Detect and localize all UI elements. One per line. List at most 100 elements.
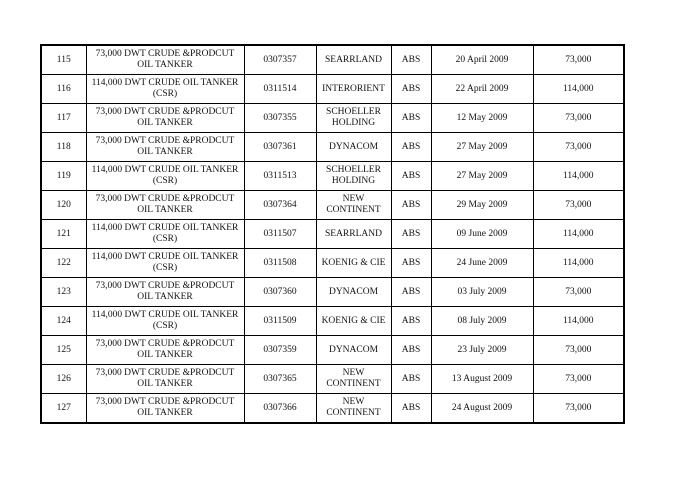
- cell-dwt: 114,000: [532, 306, 625, 336]
- cell-row-number: 121: [40, 219, 87, 249]
- cell-hull-number: 0311514: [243, 74, 317, 104]
- cell-hull-number: 0311507: [243, 219, 317, 249]
- cell-vessel-description: 73,000 DWT CRUDE &PRODCUT OIL TANKER: [85, 364, 245, 394]
- cell-dwt: 73,000: [532, 132, 625, 162]
- cell-vessel-description: 73,000 DWT CRUDE &PRODCUT OIL TANKER: [85, 44, 245, 75]
- cell-delivery-date: 24 August 2009: [430, 393, 534, 424]
- table-row: 126 73,000 DWT CRUDE &PRODCUT OIL TANKER…: [40, 364, 625, 394]
- cell-class-society: ABS: [390, 219, 432, 249]
- cell-vessel-description: 114,000 DWT CRUDE OIL TANKER (CSR): [85, 248, 245, 278]
- cell-class-society: ABS: [390, 306, 432, 336]
- cell-owner: DYNACOM: [315, 335, 392, 365]
- cell-delivery-date: 03 July 2009: [430, 277, 534, 307]
- cell-owner: KOENIG & CIE: [315, 248, 392, 278]
- cell-hull-number: 0307364: [243, 190, 317, 220]
- cell-vessel-description: 114,000 DWT CRUDE OIL TANKER (CSR): [85, 161, 245, 191]
- cell-hull-number: 0307366: [243, 393, 317, 424]
- cell-class-society: ABS: [390, 335, 432, 365]
- cell-vessel-description: 114,000 DWT CRUDE OIL TANKER (CSR): [85, 74, 245, 104]
- cell-vessel-description: 73,000 DWT CRUDE &PRODCUT OIL TANKER: [85, 393, 245, 424]
- cell-row-number: 115: [40, 44, 87, 75]
- cell-owner: INTERORIENT: [315, 74, 392, 104]
- cell-owner: KOENIG & CIE: [315, 306, 392, 336]
- cell-hull-number: 0307360: [243, 277, 317, 307]
- cell-dwt: 73,000: [532, 103, 625, 133]
- cell-delivery-date: 29 May 2009: [430, 190, 534, 220]
- cell-class-society: ABS: [390, 364, 432, 394]
- cell-owner: NEW CONTINENT: [315, 364, 392, 394]
- cell-owner: SCHOELLER HOLDING: [315, 161, 392, 191]
- cell-hull-number: 0307357: [243, 44, 317, 75]
- cell-class-society: ABS: [390, 161, 432, 191]
- cell-delivery-date: 08 July 2009: [430, 306, 534, 336]
- cell-owner: DYNACOM: [315, 277, 392, 307]
- cell-owner: NEW CONTINENT: [315, 393, 392, 424]
- cell-delivery-date: 09 June 2009: [430, 219, 534, 249]
- cell-vessel-description: 73,000 DWT CRUDE &PRODCUT OIL TANKER: [85, 335, 245, 365]
- cell-class-society: ABS: [390, 132, 432, 162]
- cell-vessel-description: 73,000 DWT CRUDE &PRODCUT OIL TANKER: [85, 190, 245, 220]
- cell-vessel-description: 73,000 DWT CRUDE &PRODCUT OIL TANKER: [85, 277, 245, 307]
- cell-hull-number: 0307355: [243, 103, 317, 133]
- cell-class-society: ABS: [390, 74, 432, 104]
- cell-row-number: 126: [40, 364, 87, 394]
- cell-dwt: 73,000: [532, 364, 625, 394]
- cell-vessel-description: 114,000 DWT CRUDE OIL TANKER (CSR): [85, 219, 245, 249]
- cell-dwt: 73,000: [532, 335, 625, 365]
- cell-row-number: 122: [40, 248, 87, 278]
- cell-hull-number: 0307359: [243, 335, 317, 365]
- table-row: 122 114,000 DWT CRUDE OIL TANKER (CSR) 0…: [40, 248, 625, 278]
- cell-dwt: 114,000: [532, 248, 625, 278]
- cell-hull-number: 0307361: [243, 132, 317, 162]
- ship-delivery-table: 115 73,000 DWT CRUDE &PRODCUT OIL TANKER…: [40, 44, 625, 424]
- cell-delivery-date: 24 June 2009: [430, 248, 534, 278]
- table-row: 118 73,000 DWT CRUDE &PRODCUT OIL TANKER…: [40, 132, 625, 162]
- cell-hull-number: 0311513: [243, 161, 317, 191]
- table-row: 123 73,000 DWT CRUDE &PRODCUT OIL TANKER…: [40, 277, 625, 307]
- cell-row-number: 116: [40, 74, 87, 104]
- cell-hull-number: 0311508: [243, 248, 317, 278]
- cell-hull-number: 0311509: [243, 306, 317, 336]
- cell-row-number: 124: [40, 306, 87, 336]
- table-body: 115 73,000 DWT CRUDE &PRODCUT OIL TANKER…: [40, 44, 625, 424]
- cell-vessel-description: 73,000 DWT CRUDE &PRODCUT OIL TANKER: [85, 132, 245, 162]
- cell-row-number: 120: [40, 190, 87, 220]
- cell-class-society: ABS: [390, 103, 432, 133]
- cell-row-number: 125: [40, 335, 87, 365]
- cell-owner: SEARRLAND: [315, 44, 392, 75]
- cell-vessel-description: 73,000 DWT CRUDE &PRODCUT OIL TANKER: [85, 103, 245, 133]
- cell-delivery-date: 12 May 2009: [430, 103, 534, 133]
- cell-dwt: 114,000: [532, 74, 625, 104]
- cell-delivery-date: 23 July 2009: [430, 335, 534, 365]
- table-row: 119 114,000 DWT CRUDE OIL TANKER (CSR) 0…: [40, 161, 625, 191]
- cell-class-society: ABS: [390, 393, 432, 424]
- table-row: 115 73,000 DWT CRUDE &PRODCUT OIL TANKER…: [40, 44, 625, 75]
- cell-vessel-description: 114,000 DWT CRUDE OIL TANKER (CSR): [85, 306, 245, 336]
- cell-hull-number: 0307365: [243, 364, 317, 394]
- table-row: 127 73,000 DWT CRUDE &PRODCUT OIL TANKER…: [40, 393, 625, 424]
- cell-delivery-date: 20 April 2009: [430, 44, 534, 75]
- cell-row-number: 123: [40, 277, 87, 307]
- cell-delivery-date: 22 April 2009: [430, 74, 534, 104]
- cell-owner: SEARRLAND: [315, 219, 392, 249]
- cell-row-number: 127: [40, 393, 87, 424]
- cell-delivery-date: 27 May 2009: [430, 132, 534, 162]
- cell-dwt: 73,000: [532, 277, 625, 307]
- cell-dwt: 73,000: [532, 44, 625, 75]
- cell-owner: NEW CONTINENT: [315, 190, 392, 220]
- table-row: 120 73,000 DWT CRUDE &PRODCUT OIL TANKER…: [40, 190, 625, 220]
- cell-class-society: ABS: [390, 44, 432, 75]
- cell-row-number: 119: [40, 161, 87, 191]
- table-row: 124 114,000 DWT CRUDE OIL TANKER (CSR) 0…: [40, 306, 625, 336]
- cell-delivery-date: 13 August 2009: [430, 364, 534, 394]
- cell-class-society: ABS: [390, 190, 432, 220]
- table-row: 116 114,000 DWT CRUDE OIL TANKER (CSR) 0…: [40, 74, 625, 104]
- cell-dwt: 114,000: [532, 161, 625, 191]
- cell-row-number: 118: [40, 132, 87, 162]
- cell-row-number: 117: [40, 103, 87, 133]
- cell-class-society: ABS: [390, 248, 432, 278]
- table-row: 125 73,000 DWT CRUDE &PRODCUT OIL TANKER…: [40, 335, 625, 365]
- cell-delivery-date: 27 May 2009: [430, 161, 534, 191]
- cell-dwt: 114,000: [532, 219, 625, 249]
